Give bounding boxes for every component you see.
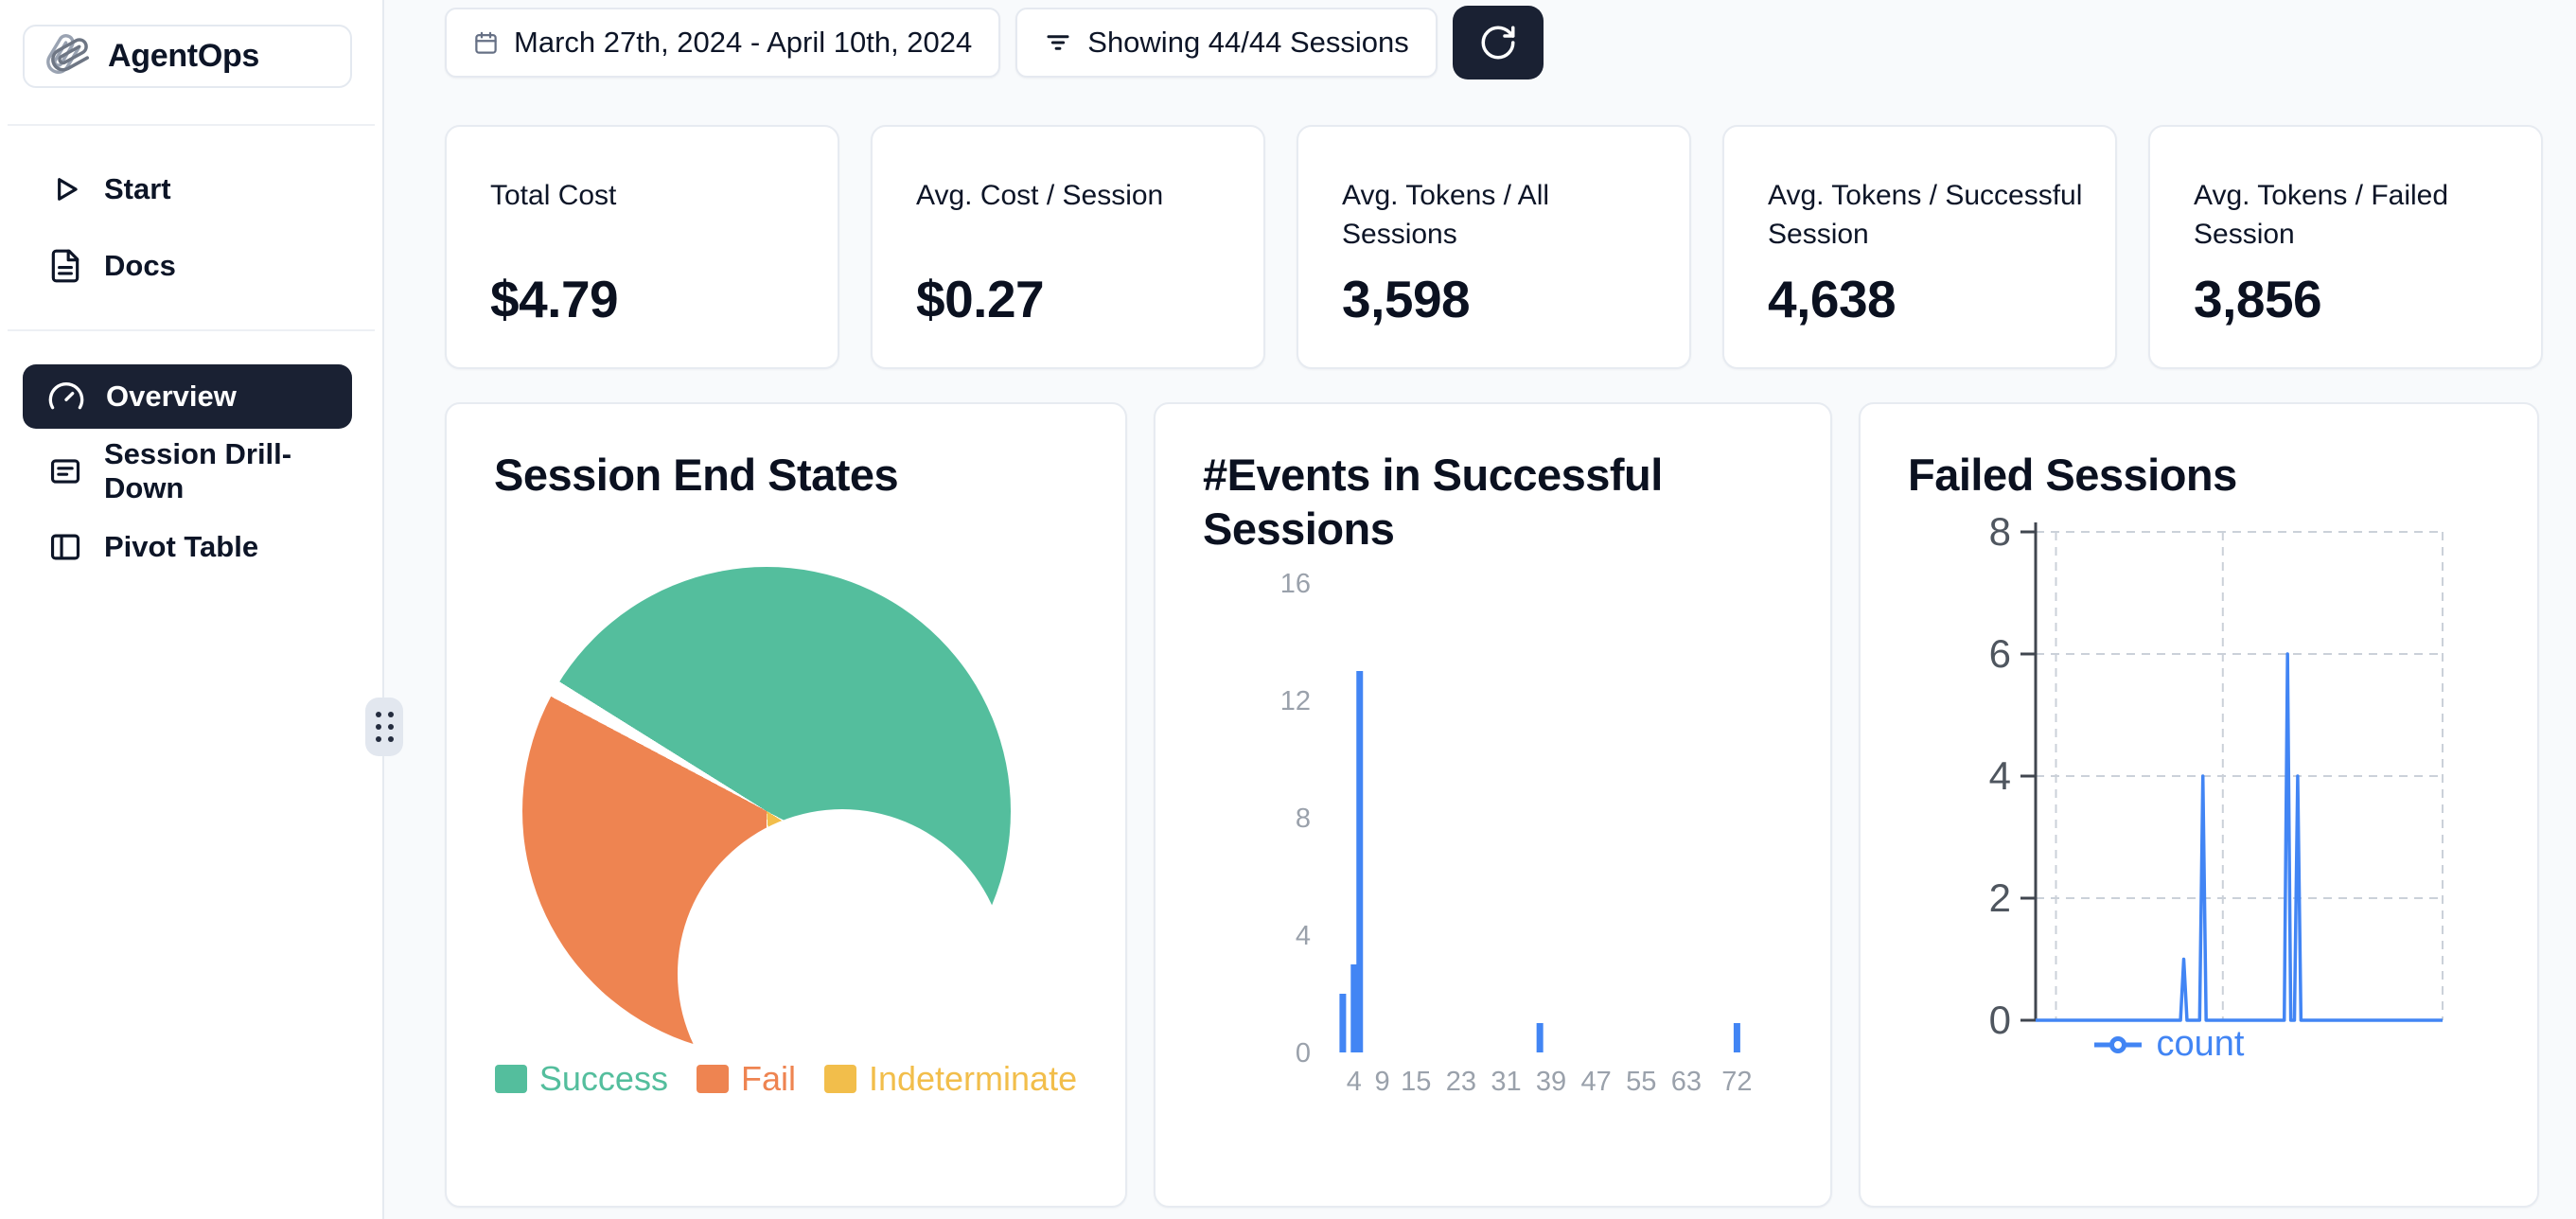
legend-item-fail[interactable]: Fail <box>696 1059 796 1099</box>
svg-text:72: 72 <box>1721 1067 1752 1097</box>
svg-text:6: 6 <box>1989 631 2011 676</box>
rotate-cw-icon <box>1481 26 1515 60</box>
failed-sessions-card: Failed Sessions 0 2 4 6 8 count <box>1859 402 2539 1208</box>
panel-left-icon <box>50 534 80 560</box>
session-end-states-donut[interactable] <box>522 567 1011 1139</box>
legend-item-success[interactable]: Success <box>494 1059 668 1099</box>
sidebar: AgentOps Start Docs Overview Session Dri… <box>0 0 384 1219</box>
legend-item-indeterminate[interactable]: Indeterminate <box>823 1059 1078 1099</box>
date-range-label: March 27th, 2024 - April 10th, 2024 <box>514 26 973 59</box>
date-range-button[interactable]: March 27th, 2024 - April 10th, 2024 <box>445 8 1001 78</box>
divider <box>8 329 375 331</box>
sidebar-item-pivot-table[interactable]: Pivot Table <box>23 515 352 579</box>
svg-text:2: 2 <box>1989 875 2011 920</box>
chart-title: Session End States <box>494 450 899 500</box>
svg-text:8: 8 <box>1989 518 2011 554</box>
sidebar-resize-handle[interactable] <box>365 698 403 756</box>
refresh-button[interactable] <box>1452 6 1544 80</box>
stat-card-total-cost: Total Cost $4.79 <box>445 125 839 369</box>
paperclip-logo-icon <box>46 33 90 74</box>
toolbar: March 27th, 2024 - April 10th, 2024 Show… <box>445 6 1544 80</box>
stat-value: 3,856 <box>2194 270 2322 328</box>
legend-swatch <box>823 1065 856 1093</box>
svg-text:4: 4 <box>1347 1067 1362 1097</box>
stat-value: $4.79 <box>490 270 619 328</box>
sidebar-item-start[interactable]: Start <box>23 157 352 221</box>
stat-label: Avg. Tokens / Successful Session <box>1768 180 2083 250</box>
stat-label: Avg. Cost / Session <box>916 180 1164 211</box>
sessions-filter-button[interactable]: Showing 44/44 Sessions <box>1015 8 1438 78</box>
chart-title: #Events in Successful Sessions <box>1203 450 1663 554</box>
legend-label: Indeterminate <box>868 1059 1078 1098</box>
svg-text:4: 4 <box>1989 753 2011 798</box>
line-marker-icon <box>2093 1035 2142 1053</box>
sidebar-item-label: Start <box>104 172 171 205</box>
failed-sessions-line-chart[interactable]: 0 2 4 6 8 <box>1861 518 2541 1048</box>
stat-card-avg-tokens-failed: Avg. Tokens / Failed Session 3,856 <box>2148 125 2543 369</box>
sidebar-item-docs[interactable]: Docs <box>23 234 352 298</box>
count-legend[interactable]: count <box>1965 1024 2372 1065</box>
count-legend-label: count <box>2156 1024 2245 1064</box>
sidebar-item-session-drill-down[interactable]: Session Drill-Down <box>23 437 352 504</box>
stat-card-avg-tokens-all: Avg. Tokens / All Sessions 3,598 <box>1297 125 1691 369</box>
filter-lines-icon <box>1047 35 1069 50</box>
svg-text:39: 39 <box>1536 1067 1566 1097</box>
svg-text:47: 47 <box>1581 1067 1612 1097</box>
svg-text:15: 15 <box>1401 1067 1431 1097</box>
svg-text:9: 9 <box>1374 1067 1389 1097</box>
svg-text:55: 55 <box>1626 1067 1656 1097</box>
sidebar-item-label: Session Drill-Down <box>104 437 292 504</box>
svg-text:63: 63 <box>1671 1067 1702 1097</box>
sidebar-item-label: Pivot Table <box>104 530 259 563</box>
sidebar-item-label: Docs <box>104 249 176 282</box>
app-title: AgentOps <box>108 38 260 74</box>
chart-title: Failed Sessions <box>1908 450 2237 500</box>
donut-legend: Success Fail Indeterminate <box>447 1059 1125 1099</box>
svg-text:0: 0 <box>1989 998 2011 1042</box>
stat-label: Total Cost <box>490 180 617 211</box>
stat-label: Avg. Tokens / All Sessions <box>1342 180 1550 250</box>
sessions-filter-label: Showing 44/44 Sessions <box>1087 26 1409 59</box>
calendar-icon <box>475 31 497 54</box>
svg-text:8: 8 <box>1296 804 1311 834</box>
legend-label: Fail <box>740 1059 796 1098</box>
svg-text:4: 4 <box>1296 921 1311 951</box>
file-text-icon <box>51 249 79 283</box>
svg-text:16: 16 <box>1280 569 1311 599</box>
stat-card-avg-cost-session: Avg. Cost / Session $0.27 <box>871 125 1265 369</box>
svg-text:31: 31 <box>1491 1067 1521 1097</box>
legend-swatch <box>696 1065 729 1093</box>
divider <box>8 124 375 126</box>
stat-value: $0.27 <box>916 270 1045 328</box>
session-end-states-card: Session End States Success Fail Indeterm… <box>445 402 1127 1208</box>
list-box-icon <box>50 459 80 484</box>
svg-text:23: 23 <box>1446 1067 1476 1097</box>
events-in-successful-sessions-card: #Events in Successful Sessions 0 4 8 12 16 4 9… <box>1154 402 1832 1208</box>
legend-label: Success <box>538 1059 668 1098</box>
gauge-icon <box>48 382 84 410</box>
legend-swatch <box>494 1065 527 1093</box>
sidebar-item-label: Overview <box>106 380 237 413</box>
stats-row: Total Cost $4.79 Avg. Cost / Session $0.… <box>445 125 2543 369</box>
play-icon <box>58 178 78 201</box>
stat-card-avg-tokens-successful: Avg. Tokens / Successful Session 4,638 <box>1722 125 2117 369</box>
sidebar-item-overview[interactable]: Overview <box>23 364 352 429</box>
stat-value: 4,638 <box>1768 270 1897 328</box>
stat-label: Avg. Tokens / Failed Session <box>2194 180 2449 250</box>
charts-row: Session End States Success Fail Indeterm… <box>445 402 2539 1208</box>
stat-value: 3,598 <box>1342 270 1471 328</box>
svg-text:12: 12 <box>1280 686 1311 716</box>
app-logo[interactable]: AgentOps <box>23 25 352 88</box>
svg-text:0: 0 <box>1296 1038 1311 1069</box>
